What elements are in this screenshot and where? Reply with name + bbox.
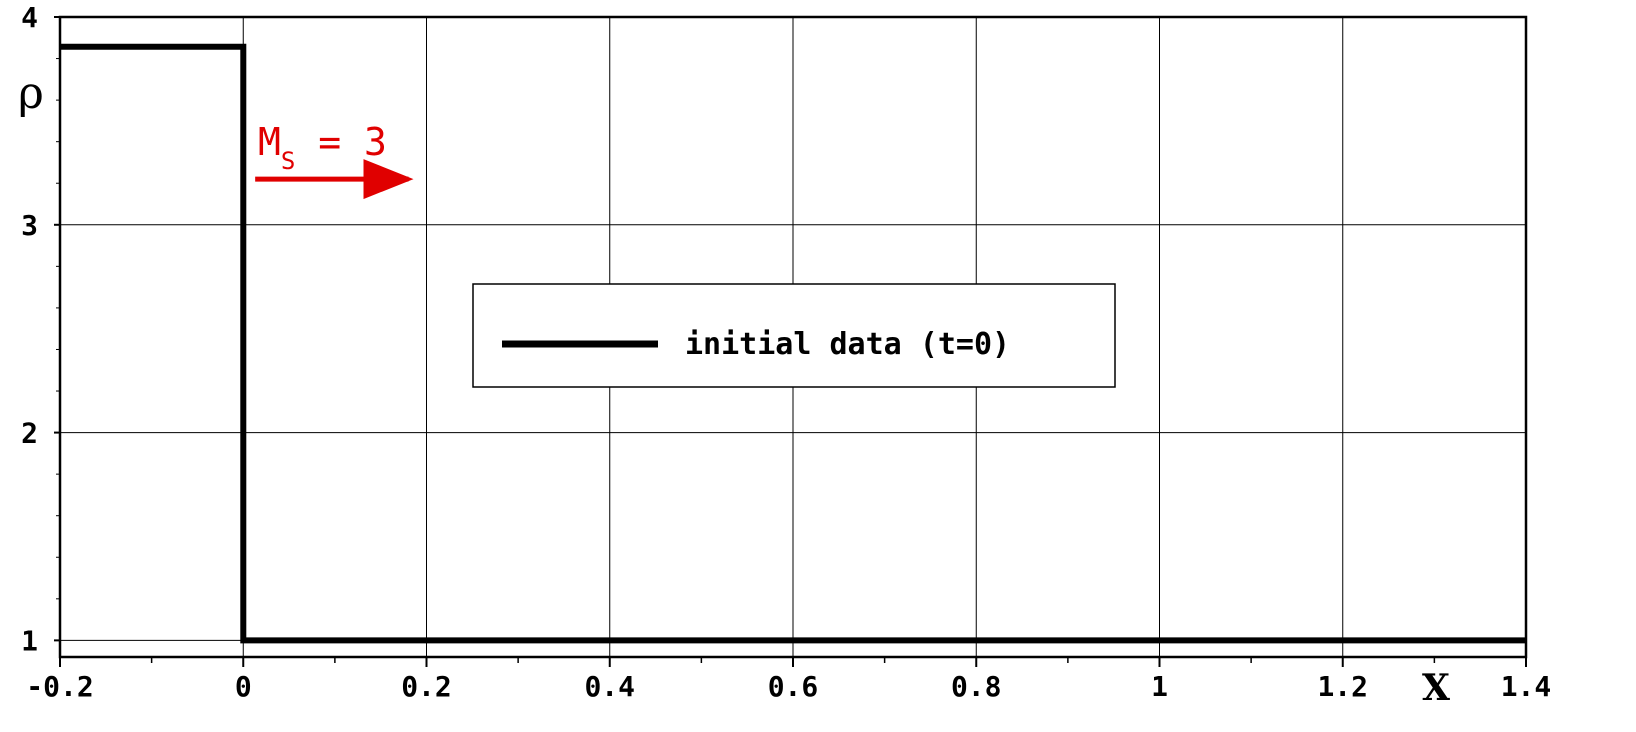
x-tick-label: 1.4 <box>1501 670 1552 703</box>
y-tick-labels: 1 2 3 4 <box>21 1 38 657</box>
y-tick-label: 3 <box>21 209 38 242</box>
annotation-main: M <box>258 120 281 164</box>
legend: initial data (t=0) <box>472 283 1116 388</box>
x-tick-label: 0.6 <box>768 670 819 703</box>
x-tick-label: 0.8 <box>951 670 1002 703</box>
annotation-subscript: S <box>281 147 295 175</box>
shock-mach-annotation: MS = 3 <box>255 120 414 200</box>
y-tick-label: 4 <box>21 1 38 34</box>
legend-label: initial data (t=0) <box>685 327 1010 362</box>
annotation-value: = 3 <box>295 120 387 164</box>
x-tick-label: 1.2 <box>1317 670 1368 703</box>
x-tick-label: 0.2 <box>401 670 452 703</box>
y-tick-label: 2 <box>21 417 38 450</box>
legend-box <box>472 283 1116 388</box>
x-axis-label: X <box>1422 667 1450 709</box>
x-tick-label: 0 <box>235 670 252 703</box>
series-line <box>60 43 1526 644</box>
y-tick-label: 1 <box>21 624 38 657</box>
x-tick-label: 1 <box>1151 670 1168 703</box>
series-layer <box>60 43 1526 644</box>
x-tick-label: -0.2 <box>26 670 93 703</box>
x-tick-label: 0.4 <box>584 670 635 703</box>
y-axis-label: ρ <box>18 68 44 119</box>
plot-frame <box>58 15 1528 659</box>
annotation-text: MS = 3 <box>258 120 387 175</box>
x-tick-labels: -0.2 0 0.2 0.4 0.6 0.8 1 1.2 1.4 <box>26 670 1551 703</box>
